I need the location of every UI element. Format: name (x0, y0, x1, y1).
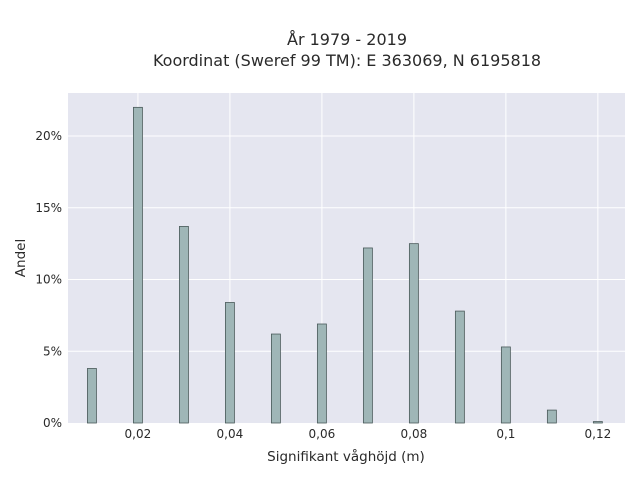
plot-area (68, 93, 625, 423)
chart-title-line-2: Koordinat (Sweref 99 TM): E 363069, N 61… (153, 51, 541, 70)
x-axis-title: Signifikant våghöjd (m) (267, 448, 425, 465)
y-tick-label: 5% (43, 344, 62, 358)
bars-group (87, 106, 603, 424)
histogram-bar (408, 243, 419, 424)
x-tick-label: 0,1 (496, 427, 515, 441)
chart-title-line-1: År 1979 - 2019 (287, 30, 407, 49)
histogram-bar (87, 368, 97, 424)
histogram-bar (133, 106, 143, 424)
histogram-bar (270, 333, 281, 424)
x-tick-label: 0,12 (585, 427, 612, 441)
x-tick-labels: 0,02 0,04 0,06 0,08 0,1 0,12 (125, 427, 612, 441)
histogram-bar (454, 310, 465, 424)
y-tick-label: 0% (43, 416, 62, 430)
x-tick-label: 0,04 (217, 427, 244, 441)
x-tick-label: 0,08 (401, 427, 428, 441)
x-tick-label: 0,02 (125, 427, 152, 441)
histogram-bar (316, 323, 327, 424)
gridlines (68, 93, 625, 423)
histogram-bar (179, 226, 189, 424)
y-tick-labels: 0% 5% 10% 15% 20% (35, 129, 62, 430)
y-tick-label: 15% (35, 201, 62, 215)
histogram-bar (362, 247, 373, 424)
histogram-bar (500, 346, 511, 424)
histogram-bar (224, 302, 235, 424)
y-tick-label: 10% (35, 273, 62, 287)
histogram-bar (546, 409, 557, 424)
y-axis-title: Andel (13, 239, 29, 277)
histogram-bar (592, 421, 603, 424)
x-tick-label: 0,06 (309, 427, 336, 441)
y-tick-label: 20% (35, 129, 62, 143)
